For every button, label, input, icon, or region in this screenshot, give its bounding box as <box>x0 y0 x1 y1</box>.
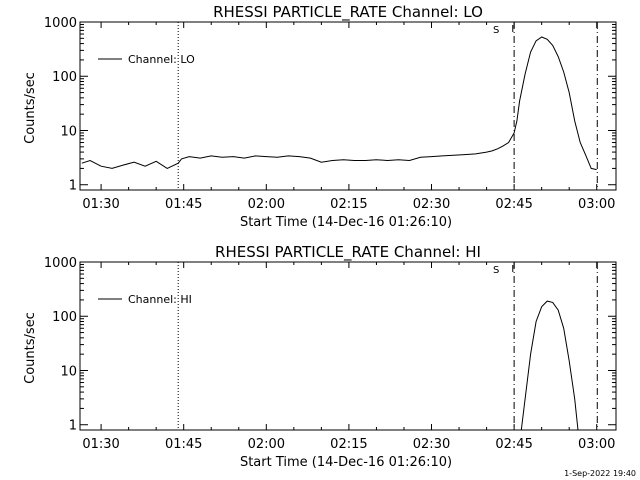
x-tick-label: 01:45 <box>165 437 202 452</box>
x-tick-label: 01:30 <box>82 437 119 452</box>
legend-entry-label: Channel: LO <box>128 53 195 66</box>
series-line <box>520 300 579 430</box>
x-tick-label: 02:30 <box>413 197 450 212</box>
x-tick-label: 02:30 <box>413 437 450 452</box>
x-tick-label: 03:00 <box>578 197 615 212</box>
y-tick-label: 1 <box>69 179 77 194</box>
x-tick-label: 02:15 <box>330 197 367 212</box>
y-tick-label: 1000 <box>44 16 77 31</box>
x-tick-label: 03:00 <box>578 437 615 452</box>
x-axis-label: Start Time (14-Dec-16 01:26:10) <box>240 455 452 470</box>
x-tick-label: 02:00 <box>248 197 285 212</box>
y-tick-label: 100 <box>52 70 77 85</box>
x-tick-label: 01:30 <box>82 197 119 212</box>
y-axis-label: Counts/sec <box>23 312 38 384</box>
y-tick-label: 10 <box>60 364 77 379</box>
x-tick-label: 02:15 <box>330 437 367 452</box>
panel-title: RHESSI PARTICLE_RATE Channel: HI <box>215 243 481 262</box>
x-tick-label: 02:45 <box>495 437 532 452</box>
x-tick-label: 02:00 <box>248 437 285 452</box>
y-tick-label: 1 <box>69 419 77 434</box>
y-axis-label: Counts/sec <box>23 72 38 144</box>
x-tick-label: 02:45 <box>495 197 532 212</box>
flag-marker-label: S <box>493 265 499 276</box>
panel-title: RHESSI PARTICLE_RATE Channel: LO <box>213 3 483 22</box>
y-tick-label: 10 <box>60 124 77 139</box>
x-tick-label: 01:45 <box>165 197 202 212</box>
plot-frame <box>79 261 617 431</box>
y-tick-label: 100 <box>52 310 77 325</box>
panel-channel-hi: RHESSI PARTICLE_RATE Channel: HI Start T… <box>23 243 617 470</box>
x-axis-label: Start Time (14-Dec-16 01:26:10) <box>240 215 452 230</box>
legend-entry-label: Channel: HI <box>128 293 192 306</box>
series-line <box>81 36 597 171</box>
flag-marker-label: S <box>493 25 499 36</box>
footer-date: 1-Sep-2022 19:40 <box>564 469 636 478</box>
y-tick-label: 1000 <box>44 256 77 271</box>
plot-frame <box>79 21 617 191</box>
panel-channel-lo: RHESSI PARTICLE_RATE Channel: LO Start T… <box>23 3 617 230</box>
